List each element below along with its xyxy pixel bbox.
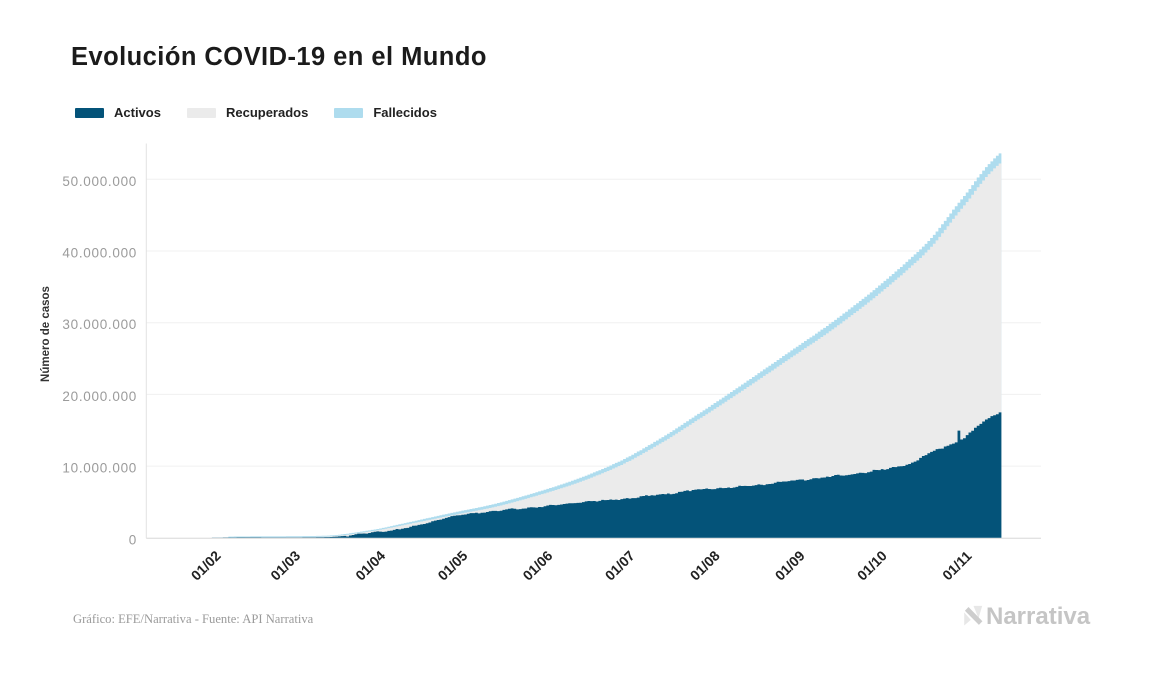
- svg-text:Número de casos: Número de casos: [40, 286, 52, 382]
- svg-text:20.000.000: 20.000.000: [62, 389, 137, 404]
- svg-text:01/04: 01/04: [352, 547, 388, 583]
- svg-text:01/05: 01/05: [434, 547, 470, 583]
- svg-text:01/07: 01/07: [602, 547, 638, 583]
- svg-text:50.000.000: 50.000.000: [62, 174, 137, 189]
- svg-text:30.000.000: 30.000.000: [62, 317, 137, 332]
- svg-text:40.000.000: 40.000.000: [62, 246, 137, 261]
- svg-text:01/09: 01/09: [772, 547, 808, 583]
- svg-text:01/11: 01/11: [939, 548, 975, 584]
- svg-text:01/06: 01/06: [519, 547, 555, 583]
- svg-text:01/02: 01/02: [188, 547, 224, 583]
- svg-text:01/03: 01/03: [267, 547, 303, 583]
- svg-text:01/08: 01/08: [687, 547, 723, 583]
- svg-text:01/10: 01/10: [854, 547, 890, 583]
- svg-text:10.000.000: 10.000.000: [62, 461, 137, 476]
- svg-text:0: 0: [129, 532, 137, 547]
